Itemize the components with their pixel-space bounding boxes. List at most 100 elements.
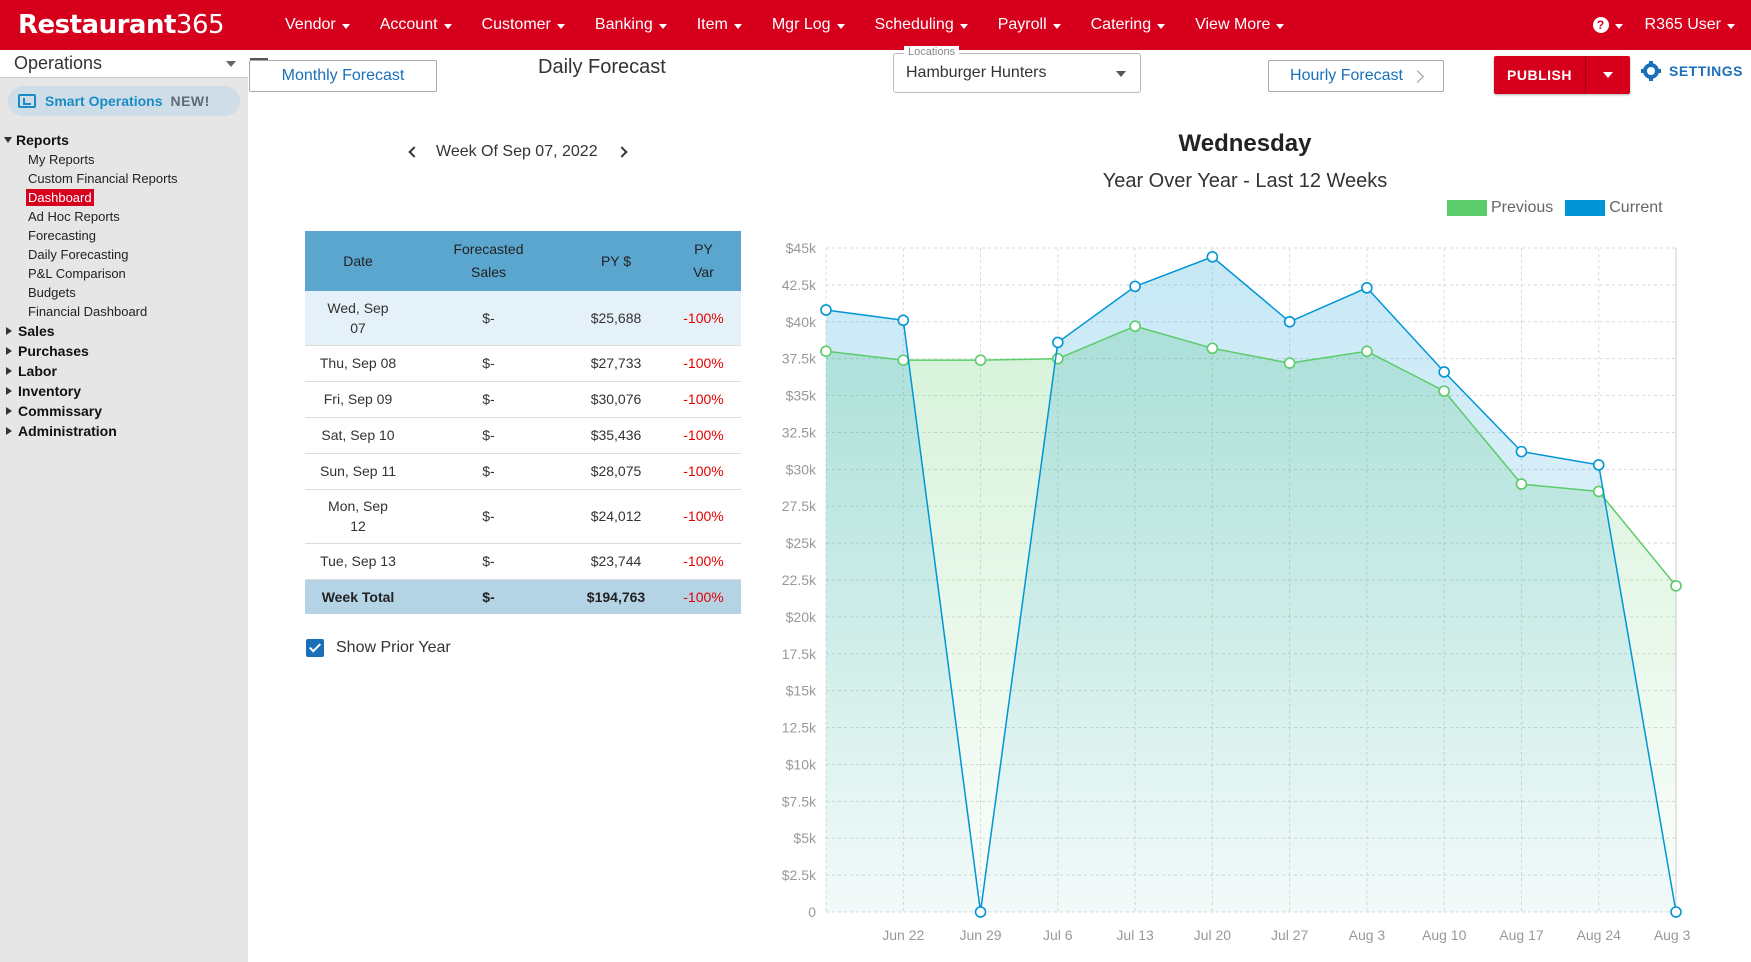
- cell-forecast: $-: [411, 489, 566, 544]
- table-row[interactable]: Sat, Sep 10 $- $35,436 -100%: [305, 417, 741, 454]
- location-select[interactable]: Locations Hamburger Hunters: [893, 46, 1141, 93]
- header-py[interactable]: PY $: [566, 231, 666, 291]
- legend-swatch-current: [1565, 200, 1606, 216]
- cell-var: -100%: [666, 381, 741, 418]
- tree-item-pl-comparison[interactable]: P&L Comparison: [0, 264, 248, 283]
- cell-date: Mon, Sep 12: [305, 489, 411, 544]
- point-current: [1361, 282, 1373, 294]
- legend-item-previous[interactable]: Previous: [1447, 199, 1553, 217]
- tree-group-administration[interactable]: Administration: [0, 421, 248, 441]
- smart-operations-button[interactable]: Smart Operations NEW!: [8, 86, 240, 116]
- tree-item-daily-forecasting[interactable]: Daily Forecasting: [0, 245, 248, 264]
- cell-forecast: $-: [411, 453, 566, 490]
- monitor-chart-icon: [18, 94, 36, 108]
- settings-button[interactable]: SETTINGS: [1641, 61, 1743, 81]
- tree-item-ad-hoc-reports[interactable]: Ad Hoc Reports: [0, 207, 248, 226]
- expand-down-icon: [4, 137, 12, 143]
- nav-account[interactable]: Account: [365, 0, 467, 50]
- cell-forecast: $-: [411, 417, 566, 454]
- tree-group-commissary[interactable]: Commissary: [0, 401, 248, 421]
- monthly-forecast-button[interactable]: Monthly Forecast: [249, 60, 437, 92]
- publish-dropdown-button[interactable]: [1586, 72, 1630, 78]
- nav-vendor[interactable]: Vendor: [270, 0, 365, 50]
- page-title: Daily Forecast: [538, 56, 666, 78]
- caret-down-icon: [1157, 23, 1166, 29]
- app-logo[interactable]: Restaurant365: [18, 10, 270, 40]
- tree-group-inventory[interactable]: Inventory: [0, 381, 248, 401]
- split-divider: [1585, 56, 1586, 94]
- point-current: [1438, 366, 1450, 378]
- y-tick-label: $7.5k: [782, 793, 817, 809]
- tree-item-my-reports[interactable]: My Reports: [0, 150, 248, 169]
- tree-item-forecasting[interactable]: Forecasting: [0, 226, 248, 245]
- show-prior-year-label: Show Prior Year: [336, 639, 451, 656]
- tree-item-financial-dashboard[interactable]: Financial Dashboard: [0, 302, 248, 321]
- date-line: 07: [350, 319, 366, 336]
- y-tick-label: 17.5k: [782, 646, 817, 662]
- publish-button[interactable]: PUBLISH: [1507, 67, 1572, 83]
- cell-forecast: $-: [411, 345, 566, 382]
- tree-group-labor[interactable]: Labor: [0, 361, 248, 381]
- nav-banking[interactable]: Banking: [580, 0, 682, 50]
- point-previous: [1206, 342, 1219, 355]
- nav-mgr-log[interactable]: Mgr Log: [757, 0, 860, 50]
- week-label: Week Of Sep 07, 2022: [436, 143, 598, 160]
- nav-view-more[interactable]: View More: [1180, 0, 1299, 50]
- tree-group-purchases[interactable]: Purchases: [0, 341, 248, 361]
- point-previous: [1129, 320, 1141, 333]
- cell-py: $25,688: [566, 291, 666, 346]
- header-py-var[interactable]: PY Var: [666, 231, 741, 291]
- hourly-forecast-button[interactable]: Hourly Forecast: [1268, 60, 1444, 92]
- nav-label: Item: [696, 16, 728, 33]
- expand-right-icon: [6, 387, 12, 395]
- x-tick-label: Aug 10: [1422, 927, 1467, 943]
- forecast-table: Date Forecasted Sales PY $ PY Var Wed, Sep…: [305, 231, 741, 614]
- table-row[interactable]: Wed, Sep 07 $- $25,688 -100%: [305, 291, 741, 346]
- tree-item-label: Daily Forecasting: [28, 247, 129, 262]
- point-current: [1515, 445, 1528, 458]
- chevron-right-icon[interactable]: [615, 146, 628, 158]
- header-forecasted-sales[interactable]: Forecasted Sales: [411, 231, 566, 291]
- table-row[interactable]: Sun, Sep 11 $- $28,075 -100%: [305, 453, 741, 490]
- tree-group-sales[interactable]: Sales: [0, 321, 248, 341]
- expand-right-icon: [6, 427, 12, 435]
- table-header-row: Date Forecasted Sales PY $ PY Var: [305, 231, 741, 291]
- nav-catering[interactable]: Catering: [1076, 0, 1180, 50]
- y-tick-label: 12.5k: [782, 720, 817, 736]
- nav-item[interactable]: Item: [682, 0, 757, 50]
- show-prior-year-toggle[interactable]: Show Prior Year: [306, 639, 451, 657]
- tree-item-budgets[interactable]: Budgets: [0, 283, 248, 302]
- module-select[interactable]: Operations: [0, 50, 248, 78]
- table-row[interactable]: Tue, Sep 13 $- $23,744 -100%: [305, 543, 741, 580]
- nav-customer[interactable]: Customer: [467, 0, 580, 50]
- header-line: Sales: [470, 264, 507, 280]
- y-tick-label: $40k: [786, 314, 817, 330]
- table-row[interactable]: Mon, Sep 12 $- $24,012 -100%: [305, 489, 741, 544]
- total-py: $194,763: [566, 579, 666, 614]
- header-date[interactable]: Date: [305, 231, 411, 291]
- tree-item-custom-financial-reports[interactable]: Custom Financial Reports: [0, 169, 248, 188]
- y-tick-label: $30k: [786, 461, 817, 477]
- nav-payroll[interactable]: Payroll: [983, 0, 1076, 50]
- publish-split-button: PUBLISH: [1494, 56, 1630, 94]
- tree-group-reports[interactable]: Reports: [0, 130, 248, 150]
- nav-scheduling[interactable]: Scheduling: [860, 0, 983, 50]
- cell-date: Wed, Sep 07: [305, 291, 411, 346]
- expand-right-icon: [6, 327, 12, 335]
- caret-down-icon: [556, 23, 565, 29]
- table-row[interactable]: Fri, Sep 09 $- $30,076 -100%: [305, 381, 741, 418]
- help-menu[interactable]: ?: [1592, 17, 1645, 33]
- tree-group-label: Labor: [18, 363, 57, 379]
- nav-label: Mgr Log: [771, 16, 831, 33]
- legend-item-current[interactable]: Current: [1565, 199, 1663, 217]
- point-previous: [897, 354, 910, 366]
- caret-down-icon: [1116, 71, 1126, 77]
- module-select-value: Operations: [14, 53, 103, 73]
- tree-group-label: Commissary: [18, 403, 103, 419]
- show-prior-year-checkbox[interactable]: [306, 639, 324, 657]
- table-row[interactable]: Thu, Sep 08 $- $27,733 -100%: [305, 345, 741, 382]
- tree-item-dashboard[interactable]: Dashboard: [0, 188, 248, 207]
- user-menu[interactable]: R365 User: [1645, 16, 1751, 34]
- chevron-left-icon[interactable]: [408, 146, 420, 158]
- total-forecast: $-: [411, 579, 566, 614]
